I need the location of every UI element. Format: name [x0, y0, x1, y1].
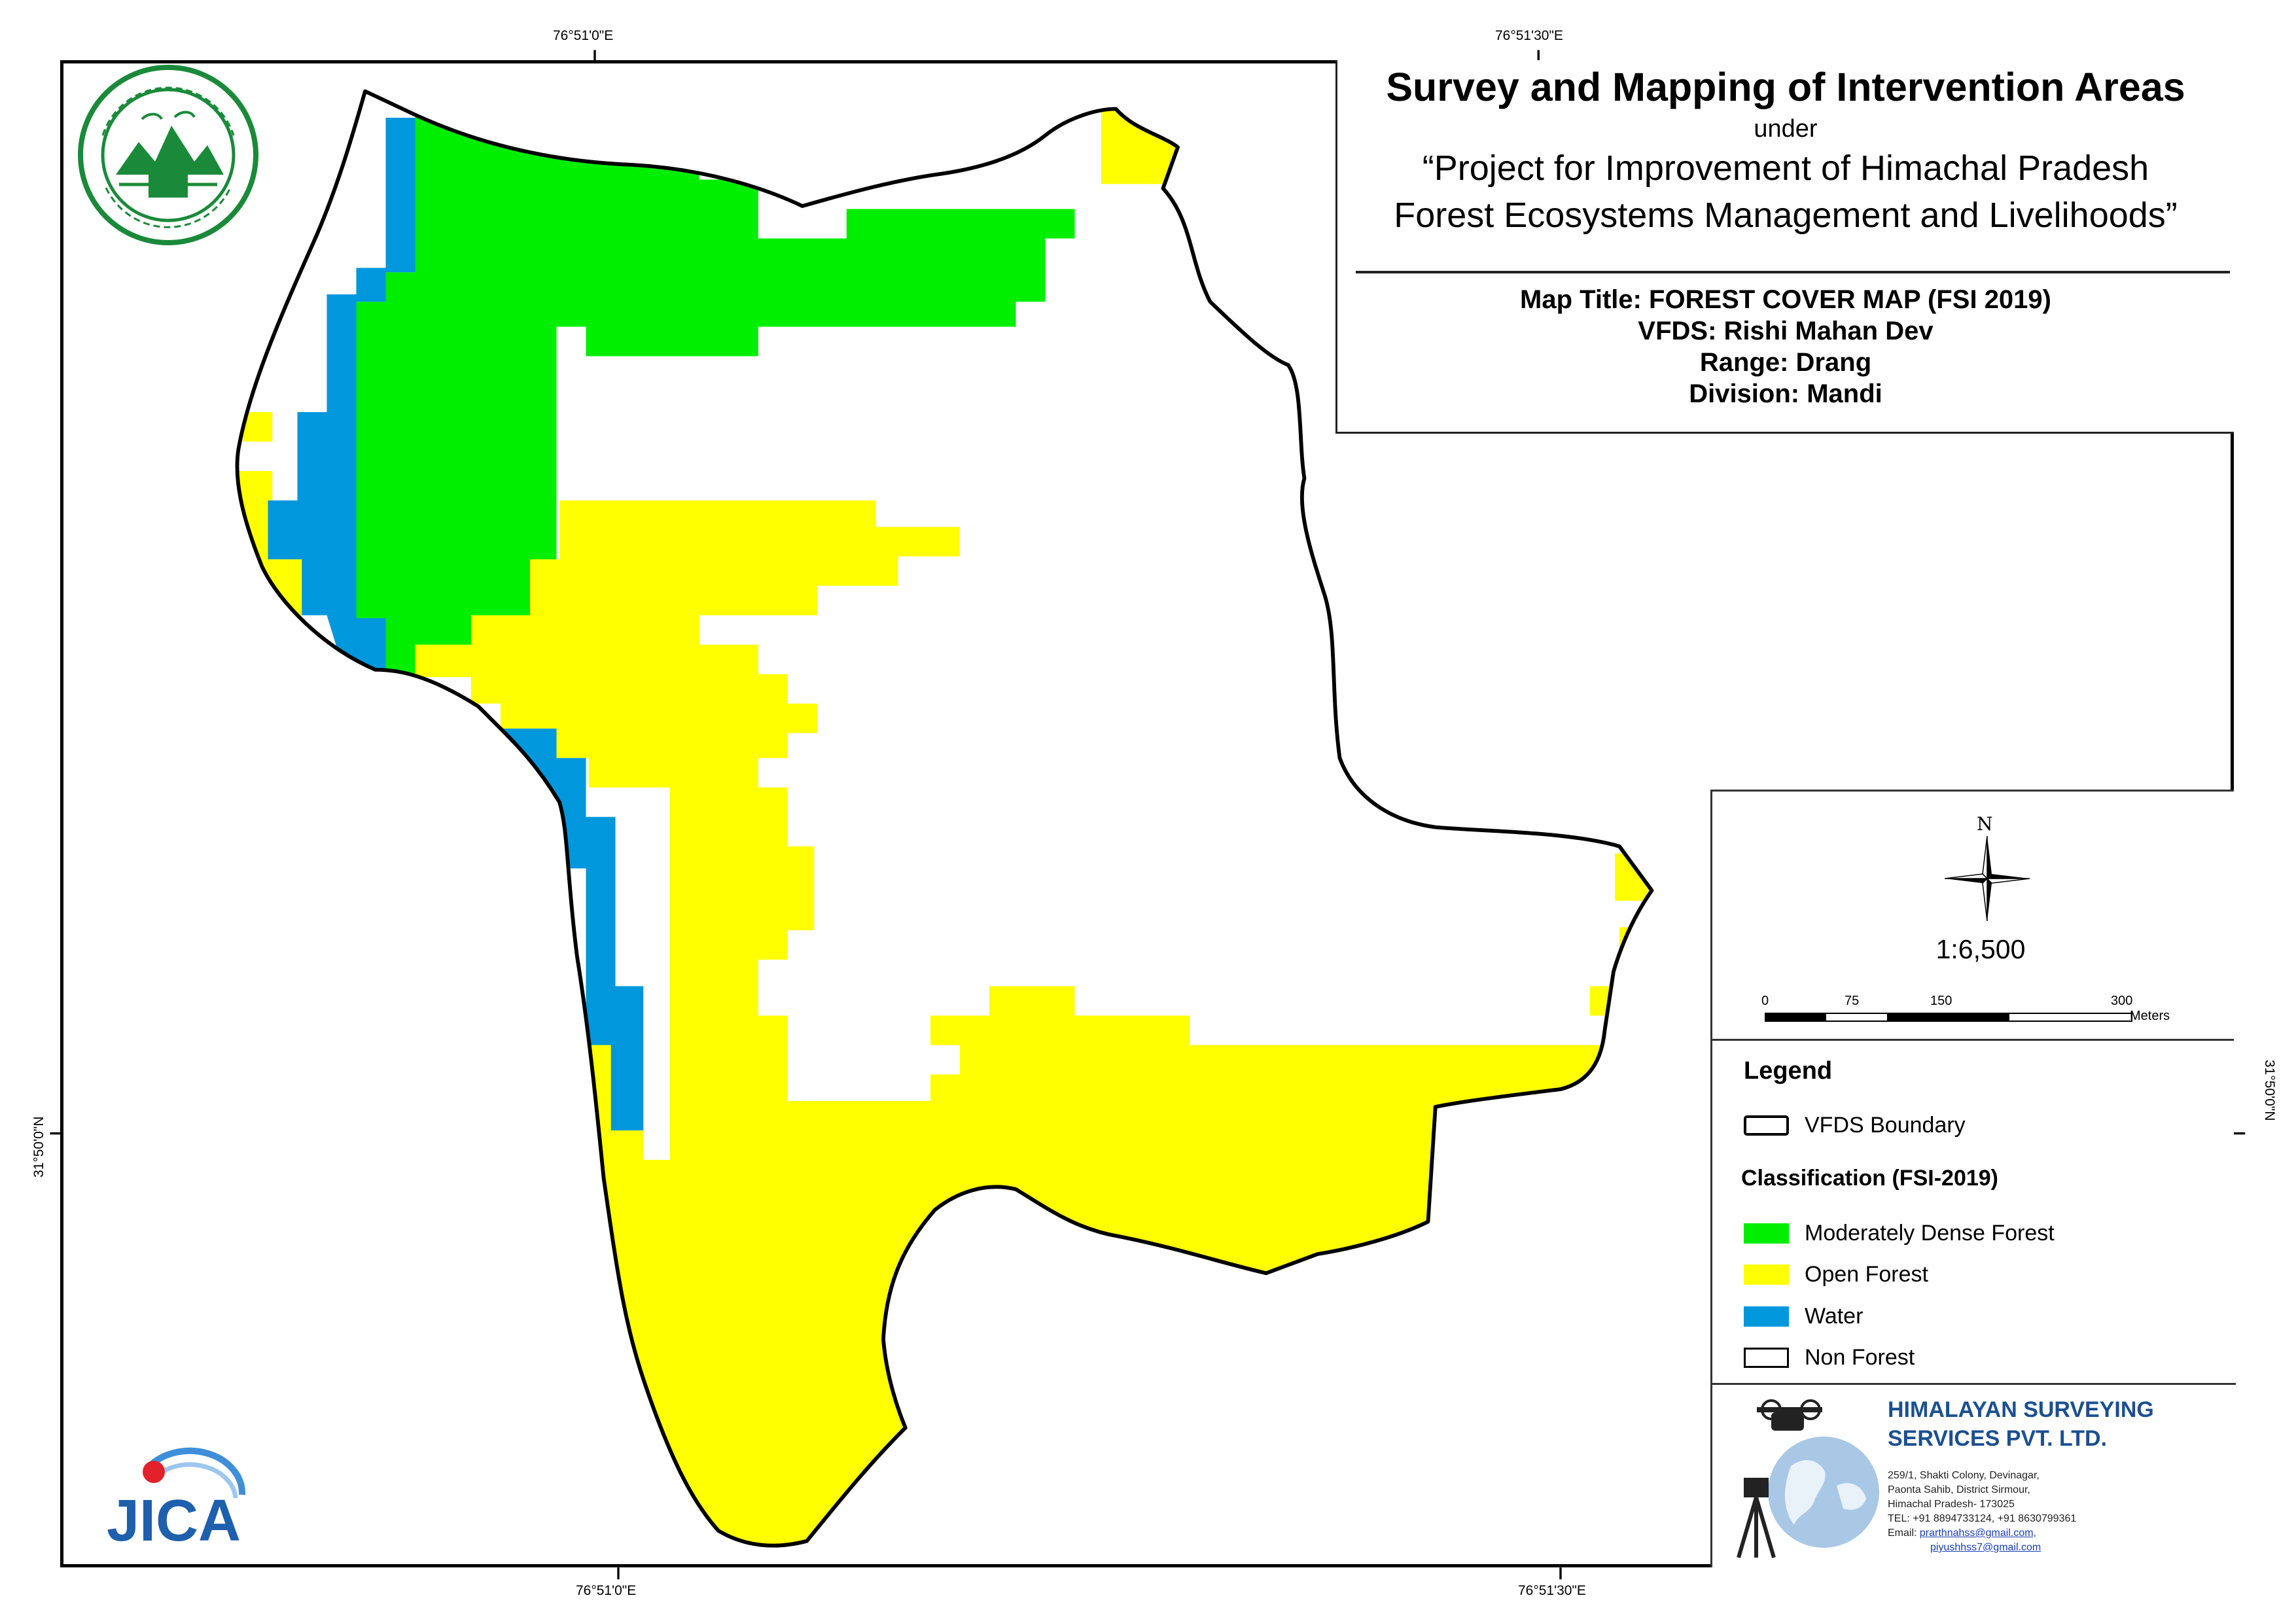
jica-logo-text: JICA — [107, 1488, 241, 1550]
legend-divider — [1712, 1039, 2234, 1041]
company-email-1: Email: prarthnahss@gmail.com, — [1888, 1526, 2076, 1541]
legend-title: Legend — [1744, 1057, 1833, 1085]
email-link-1[interactable]: prarthnahss@gmail.com, — [1919, 1527, 2036, 1539]
legend-item-open: Open Forest — [1744, 1261, 1928, 1287]
coord-bottom-right: 76°51'30"E — [1518, 1583, 1586, 1598]
north-arrow-icon — [1945, 836, 2030, 921]
non-forest-swatch — [1744, 1347, 1789, 1368]
company-email-2: piyushhss7@gmail.com — [1888, 1541, 2076, 1555]
open-forest-swatch — [1744, 1264, 1789, 1285]
legend-label-open: Open Forest — [1805, 1261, 1928, 1287]
vfds-boundary-outline — [235, 89, 1654, 1548]
dense-forest-swatch — [1744, 1223, 1789, 1244]
scalebar-tick-300: 300 — [2111, 994, 2133, 1008]
legend-item-water: Water — [1744, 1303, 1863, 1329]
scalebar-tick-0: 0 — [1761, 994, 1769, 1008]
classification-title: Classification (FSI-2019) — [1741, 1166, 1999, 1191]
map-title: Map Title: FOREST COVER MAP (FSI 2019) — [1520, 285, 2051, 314]
map-info: Map Title: FOREST COVER MAP (FSI 2019) V… — [1337, 284, 2234, 410]
coord-top-left: 76°51'0"E — [553, 28, 614, 43]
company-name: HIMALAYAN SURVEYING SERVICES PVT. LTD. — [1888, 1395, 2154, 1453]
company-block: HIMALAYAN SURVEYING SERVICES PVT. LTD. 2… — [1712, 1383, 2236, 1569]
scalebar-tick-150: 150 — [1930, 994, 1952, 1008]
company-address: 259/1, Shakti Colony, Devinagar, Paonta … — [1888, 1469, 2076, 1555]
scale-bar — [1765, 1013, 2132, 1022]
legend-item-boundary: VFDS Boundary — [1744, 1112, 1966, 1138]
scale-ratio: 1:6,500 — [1935, 934, 2026, 964]
jica-logo: JICA — [101, 1433, 252, 1554]
division-name: Division: Mandi — [1689, 379, 1882, 408]
title-divider — [1356, 271, 2230, 273]
project-line-2: Forest Ecosystems Management and Livelih… — [1394, 196, 2178, 235]
company-tel: TEL: +91 8894733124, +91 8630799361 — [1888, 1513, 2077, 1524]
title-block: Survey and Mapping of Intervention Areas… — [1335, 60, 2234, 434]
legend-label-water: Water — [1805, 1303, 1863, 1329]
coord-right-lat: 31°50'0"N — [2262, 1060, 2277, 1121]
under-text: under — [1754, 115, 1818, 143]
address-line-1: 259/1, Shakti Colony, Devinagar, — [1888, 1470, 2040, 1481]
range-name: Range: Drang — [1699, 348, 1872, 377]
legend-label-boundary: VFDS Boundary — [1805, 1112, 1966, 1138]
coord-left-lat: 31°50'0"N — [31, 1116, 46, 1178]
legend-panel: N 1:6,500 0 75 150 300 Meters Legend VFD… — [1710, 790, 2236, 1569]
coord-top-right: 76°51'30"E — [1495, 28, 1563, 43]
surveying-logo-icon — [1737, 1399, 1879, 1558]
boundary-swatch — [1744, 1115, 1789, 1136]
coord-bottom-left: 76°51'0"E — [576, 1583, 637, 1598]
scalebar-tick-75: 75 — [1845, 994, 1860, 1008]
legend-label-dense: Moderately Dense Forest — [1805, 1220, 2055, 1246]
company-name-line-2: SERVICES PVT. LTD. — [1888, 1426, 2108, 1451]
email-label: Email: — [1888, 1527, 1917, 1539]
vfds-name: VFDS: Rishi Mahan Dev — [1638, 317, 1934, 345]
company-name-line-1: HIMALAYAN SURVEYING — [1888, 1397, 2154, 1422]
address-line-3: Himachal Pradesh- 173025 — [1888, 1499, 2015, 1510]
north-label: N — [1977, 813, 1993, 835]
jica-logo-mark: JICA — [107, 1447, 246, 1554]
email-link-2[interactable]: piyushhss7@gmail.com — [1930, 1542, 2041, 1553]
scalebar-unit: Meters — [2130, 1009, 2170, 1023]
main-title: Survey and Mapping of Intervention Areas — [1386, 65, 2185, 109]
legend-item-nonforest: Non Forest — [1744, 1344, 1915, 1370]
forest-department-logo — [78, 65, 258, 245]
legend-label-nonforest: Non Forest — [1805, 1344, 1915, 1370]
legend-item-dense: Moderately Dense Forest — [1744, 1220, 2055, 1246]
project-line-1: “Project for Improvement of Himachal Pra… — [1422, 148, 2149, 188]
water-swatch — [1744, 1306, 1789, 1327]
address-line-2: Paonta Sahib, District Sirmour, — [1888, 1484, 2030, 1495]
